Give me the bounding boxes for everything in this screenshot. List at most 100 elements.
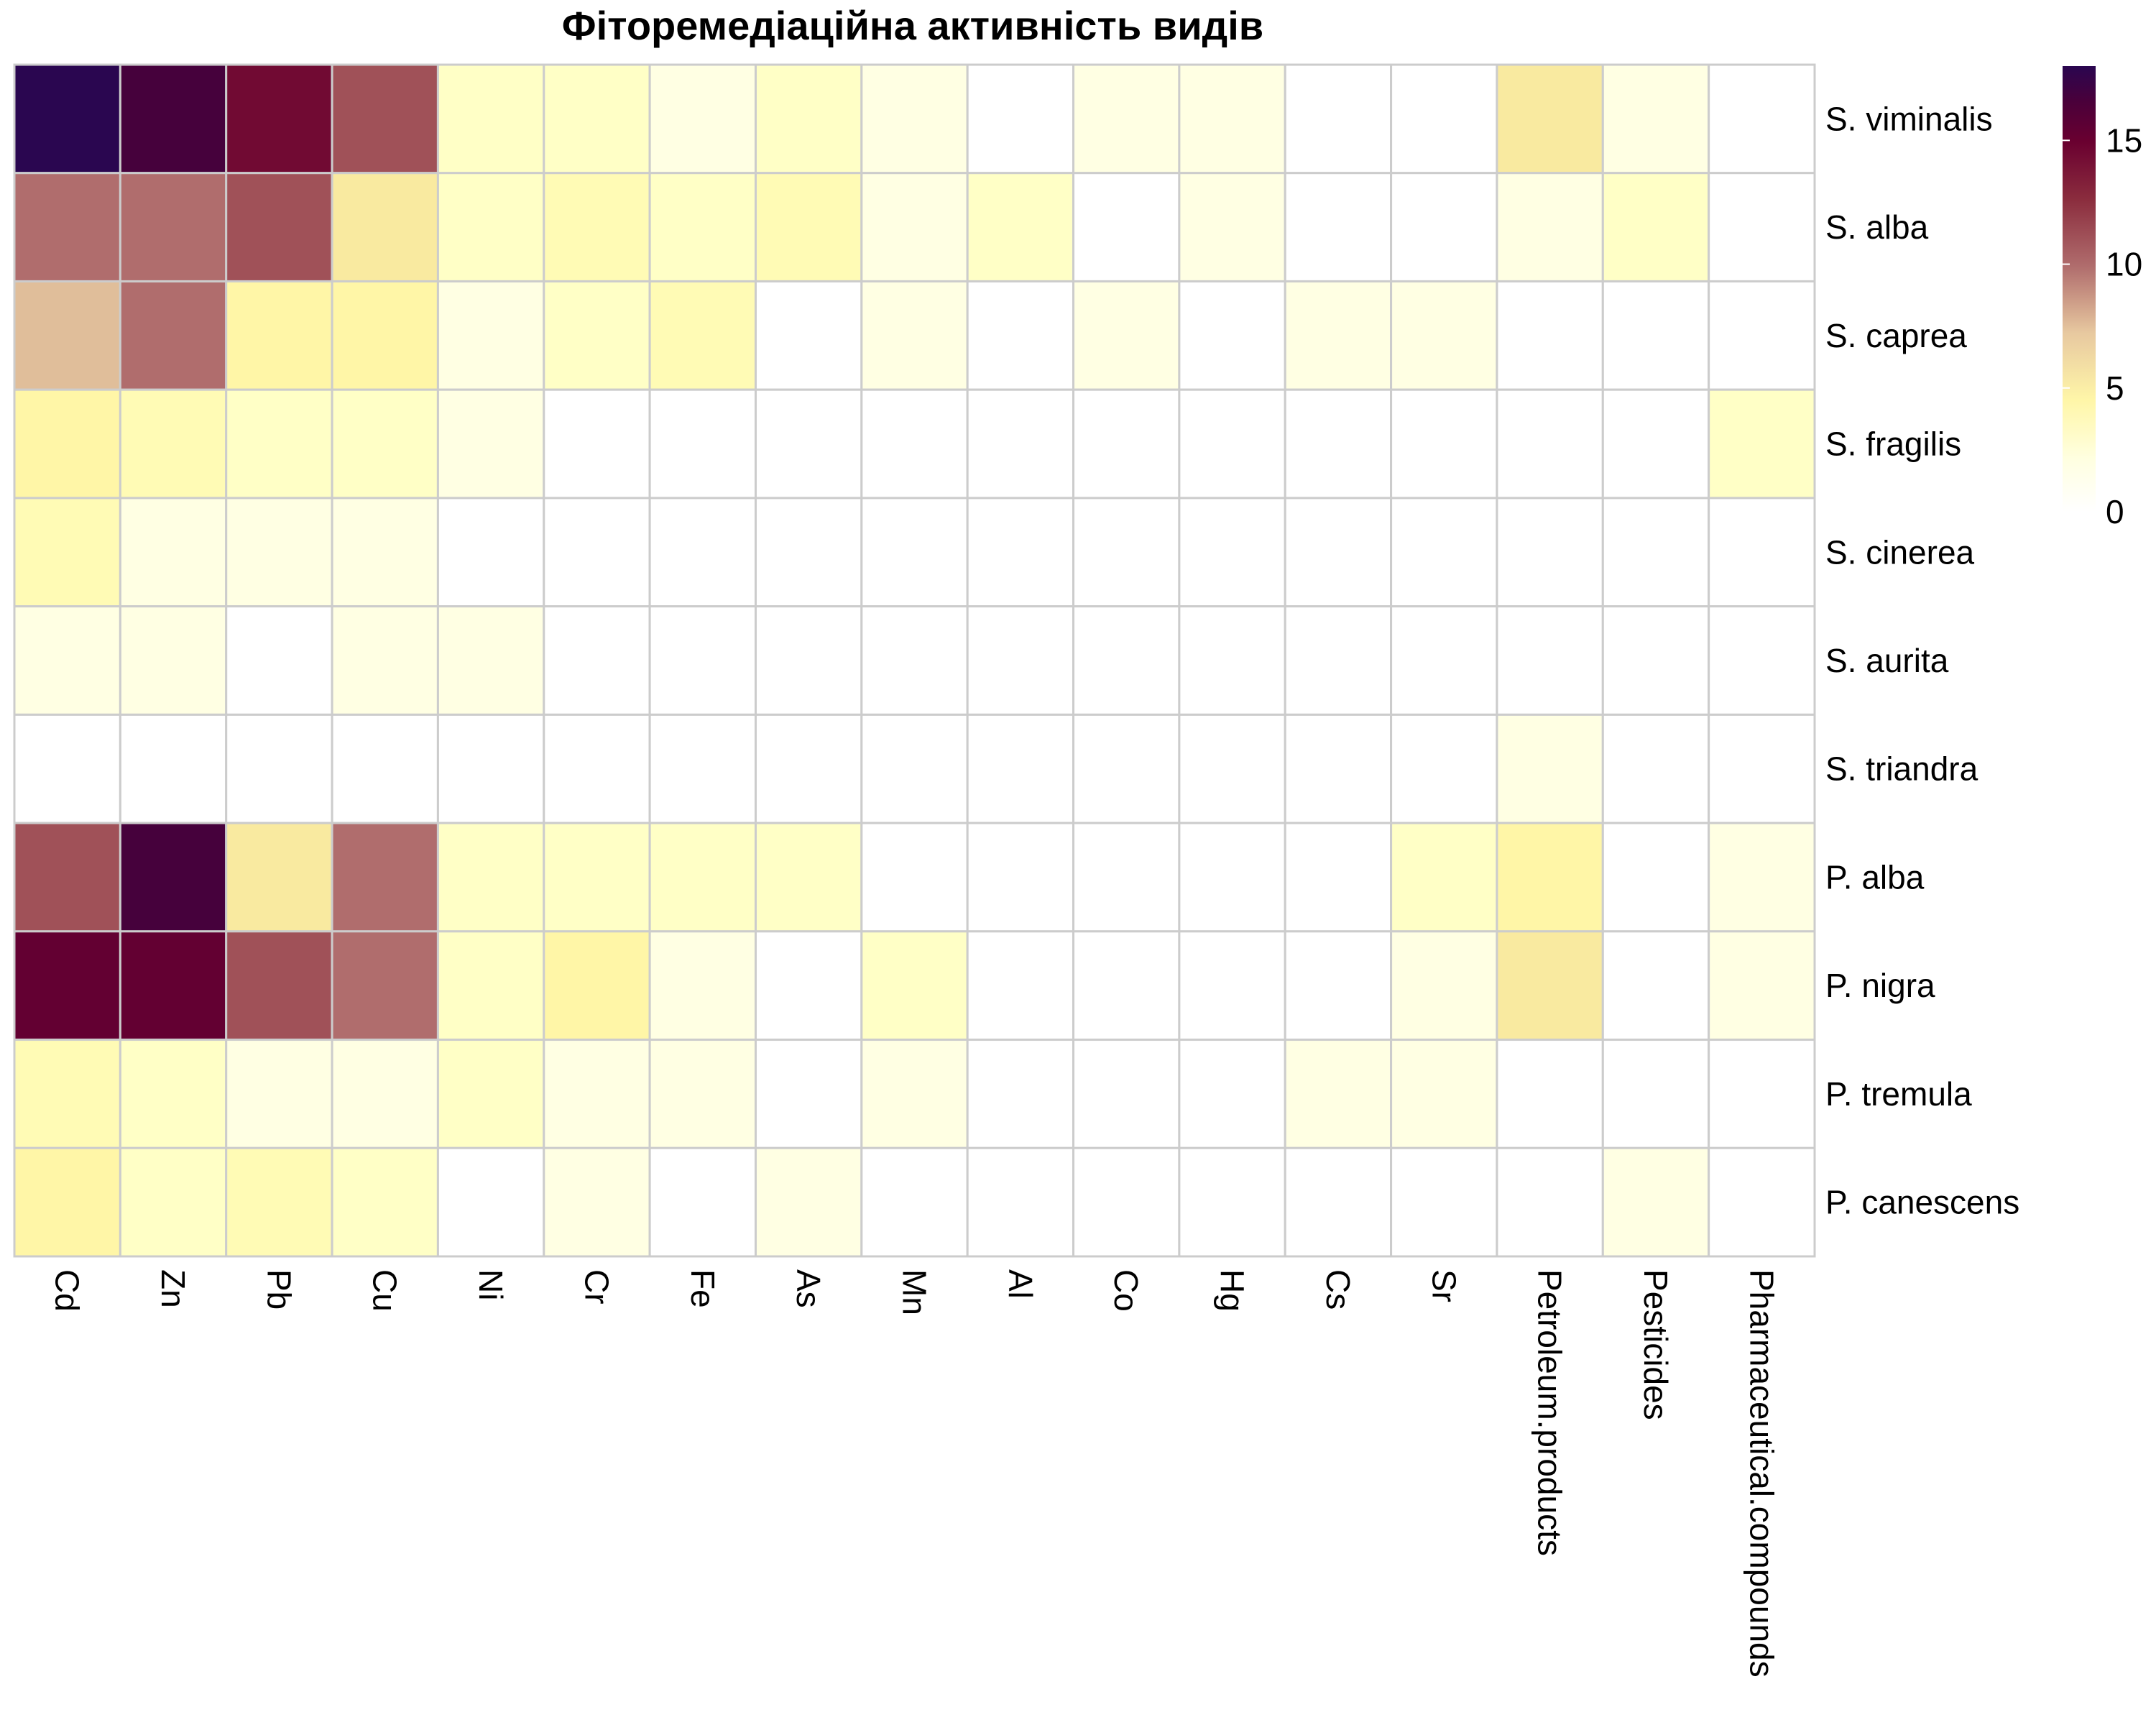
- heatmap-cell: [1708, 713, 1816, 824]
- heatmap-cell: [1284, 497, 1393, 608]
- heatmap-cell: [119, 63, 228, 175]
- heatmap-cell: [543, 63, 651, 175]
- heatmap-cell: [966, 822, 1075, 933]
- heatmap-cell: [1708, 172, 1816, 282]
- heatmap-cell: [1390, 1039, 1498, 1149]
- heatmap-cell: [648, 605, 757, 716]
- column-labels: Cd Zn Pb Cu Ni Cr Fe As Mn Al Co Hg Cs Sr Petroleum.pr…: [49, 1269, 1781, 1678]
- heatmap-cell: [860, 280, 969, 391]
- heatmap-cell: [13, 822, 121, 933]
- heatmap-cell: [543, 1146, 651, 1258]
- heatmap-cell: [13, 388, 121, 500]
- heatmap-cell: [966, 605, 1075, 716]
- heatmap-cell: [1601, 497, 1710, 608]
- heatmap-cell: [754, 605, 863, 716]
- heatmap-cell: [436, 713, 545, 824]
- heatmap-cell: [543, 280, 651, 391]
- row-labels: S. viminalis S. alba S. caprea S. fragilis S…: [1825, 100, 2019, 1220]
- heatmap-cell: [119, 1039, 228, 1149]
- heatmap-cell: [1496, 172, 1604, 282]
- heatmap-cell: [1284, 280, 1393, 391]
- heatmap-cell: [1708, 280, 1816, 391]
- heatmap-cell: [331, 1039, 439, 1149]
- heatmap-cell: [1178, 822, 1286, 933]
- heatmap-cell: [1496, 63, 1604, 175]
- heatmap-cell: [966, 1146, 1075, 1258]
- heatmap-cell: [13, 713, 121, 824]
- heatmap-cell: [966, 930, 1075, 1041]
- heatmap-cell: [225, 172, 333, 282]
- row-label: S. cinerea: [1825, 533, 1975, 571]
- heatmap-cell: [119, 605, 228, 716]
- heatmap-cell: [1496, 388, 1604, 500]
- heatmap-cell: [1284, 713, 1393, 824]
- heatmap-cell: [543, 172, 651, 282]
- legend-tick-label: 15: [2106, 121, 2142, 159]
- heatmap-cell: [1072, 63, 1181, 175]
- heatmap-cells: [13, 63, 1816, 1258]
- heatmap-cell: [1390, 713, 1498, 824]
- heatmap-cell: [331, 172, 439, 282]
- heatmap-cell: [1072, 388, 1181, 500]
- heatmap-cell: [1390, 172, 1498, 282]
- heatmap-cell: [1708, 63, 1816, 175]
- row-label: S. aurita: [1825, 642, 1949, 679]
- heatmap-cell: [860, 63, 969, 175]
- heatmap-cell: [1178, 63, 1286, 175]
- heatmap-cell: [13, 497, 121, 608]
- heatmap-cell: [1284, 388, 1393, 500]
- heatmap-cell: [1284, 605, 1393, 716]
- heatmap-cell: [966, 388, 1075, 500]
- heatmap-cell: [1072, 930, 1181, 1041]
- heatmap-cell: [436, 63, 545, 175]
- heatmap-cell: [331, 713, 439, 824]
- column-label: Al: [1002, 1269, 1039, 1299]
- heatmap-cell: [13, 172, 121, 282]
- column-label: Cd: [49, 1269, 86, 1312]
- heatmap-cell: [966, 63, 1075, 175]
- heatmap-cell: [13, 605, 121, 716]
- heatmap-cell: [1601, 1039, 1710, 1149]
- heatmap-cell: [225, 280, 333, 391]
- heatmap-cell: [860, 1146, 969, 1258]
- heatmap-cell: [13, 1039, 121, 1149]
- heatmap-cell: [648, 172, 757, 282]
- heatmap-cell: [648, 822, 757, 933]
- heatmap-cell: [1178, 930, 1286, 1041]
- heatmap-cell: [1496, 822, 1604, 933]
- heatmap-cell: [1072, 605, 1181, 716]
- heatmap-cell: [1178, 605, 1286, 716]
- heatmap-cell: [648, 280, 757, 391]
- heatmap-cell: [1178, 1039, 1286, 1149]
- heatmap-cell: [1072, 822, 1181, 933]
- heatmap-cell: [754, 1039, 863, 1149]
- legend-tick-label: 10: [2106, 246, 2142, 283]
- heatmap-cell: [225, 497, 333, 608]
- heatmap-cell: [1708, 497, 1816, 608]
- heatmap-cell: [860, 822, 969, 933]
- column-label: Ni: [472, 1269, 510, 1300]
- heatmap-cell: [1072, 172, 1181, 282]
- heatmap-cell: [648, 713, 757, 824]
- heatmap-cell: [119, 172, 228, 282]
- heatmap-cell: [331, 388, 439, 500]
- legend-colorbar: [2063, 66, 2096, 512]
- heatmap-cell: [543, 713, 651, 824]
- column-label: Mn: [896, 1269, 934, 1315]
- row-label: P. canescens: [1825, 1184, 2019, 1221]
- row-label: P. alba: [1825, 858, 1925, 896]
- heatmap-cell: [1601, 1146, 1710, 1258]
- heatmap-cell: [1178, 713, 1286, 824]
- legend-tick-label: 5: [2106, 369, 2124, 407]
- heatmap-cell: [1072, 1039, 1181, 1149]
- heatmap-cell: [1708, 605, 1816, 716]
- heatmap-cell: [13, 280, 121, 391]
- heatmap-cell: [648, 930, 757, 1041]
- heatmap-cell: [1178, 388, 1286, 500]
- column-label: Hg: [1214, 1269, 1251, 1312]
- heatmap-cell: [754, 280, 863, 391]
- heatmap-cell: [754, 1146, 863, 1258]
- column-label: Cr: [578, 1269, 615, 1305]
- heatmap-cell: [119, 822, 228, 933]
